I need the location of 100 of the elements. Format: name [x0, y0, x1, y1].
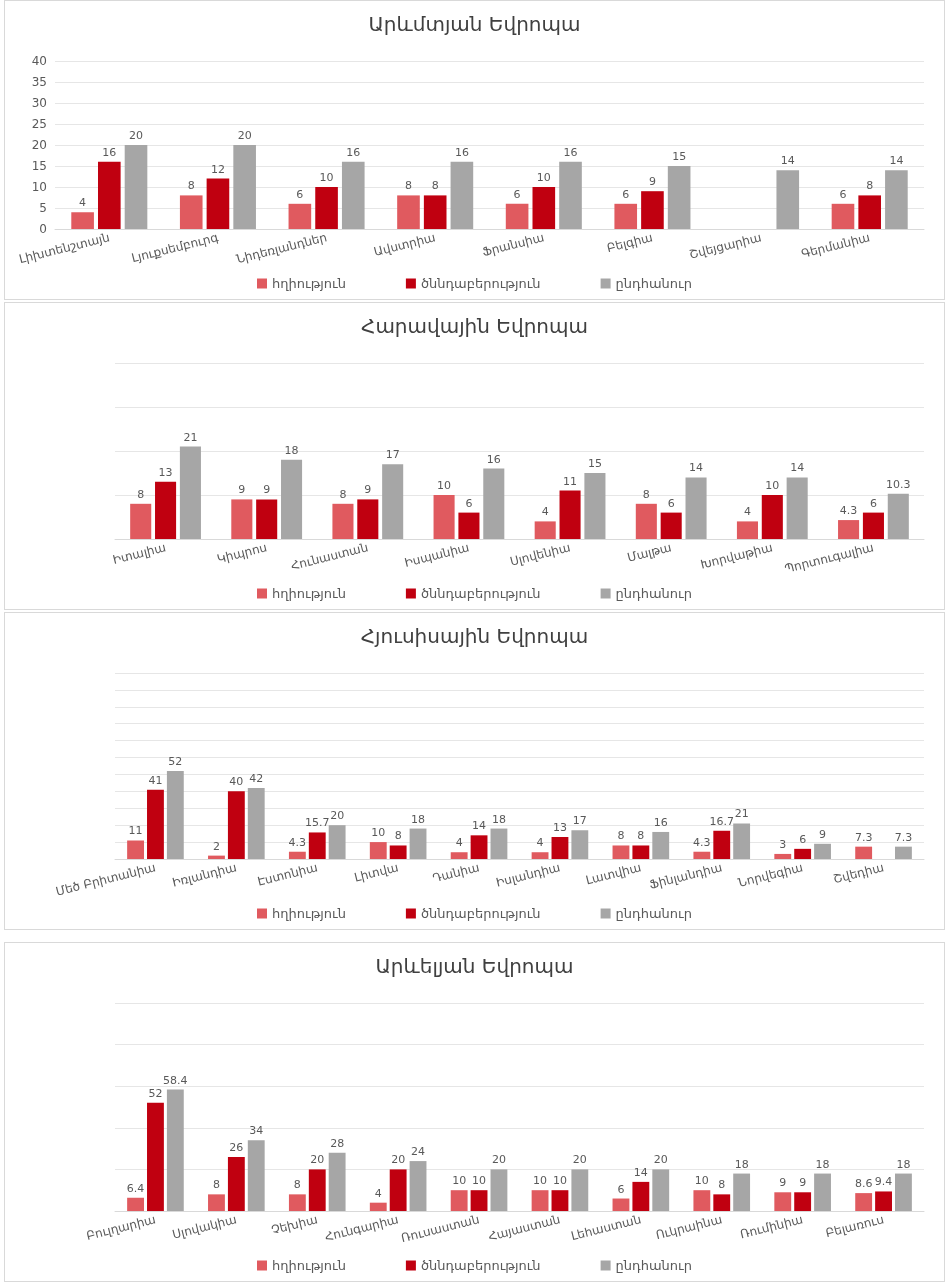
- bar: [308, 1169, 326, 1211]
- data-label: 8: [187, 179, 195, 193]
- bar: [227, 791, 245, 859]
- x-tick-label: Լատվիա: [584, 860, 643, 888]
- chart-title: Հյուսիսային Եվրոպա: [360, 624, 589, 648]
- bar: [308, 832, 326, 859]
- legend-label: հղիություն: [272, 276, 346, 291]
- bar: [733, 823, 751, 859]
- data-label: 26: [229, 1140, 244, 1154]
- data-label: 6: [296, 187, 304, 201]
- y-tick-label: 10: [31, 180, 47, 194]
- data-label: 9: [263, 483, 271, 497]
- y-tick-label: 20: [31, 138, 47, 152]
- data-label: 6: [667, 496, 675, 510]
- data-label: 15: [672, 150, 687, 163]
- bar: [382, 464, 404, 539]
- bar: [531, 852, 549, 859]
- bar: [887, 493, 909, 539]
- bar: [571, 830, 589, 859]
- bar: [505, 203, 529, 229]
- bar: [328, 825, 346, 859]
- data-label: 20: [330, 809, 345, 823]
- data-label: 17: [385, 448, 400, 462]
- x-tick-label: Բելգիա: [605, 230, 655, 256]
- data-label: 4: [536, 836, 544, 850]
- bar: [713, 1194, 731, 1211]
- chart-title: Արևմտյան Եվրոպա: [368, 12, 581, 36]
- data-label: 6: [799, 832, 807, 846]
- x-tick-label: Իտալիա: [111, 540, 168, 567]
- x-tick-label: Չեխիա: [269, 1212, 319, 1238]
- data-label: 21: [183, 430, 198, 444]
- bar: [288, 1194, 306, 1211]
- data-label: 4.3: [288, 835, 307, 849]
- data-label: 10: [765, 479, 780, 492]
- legend-label: ընդհանուր: [615, 1258, 692, 1273]
- bar: [341, 161, 365, 229]
- legend-label: ծննդաբերություն: [420, 276, 541, 291]
- bar: [776, 170, 800, 229]
- bar: [612, 1198, 630, 1211]
- bar: [685, 477, 707, 539]
- bar: [155, 481, 177, 539]
- bar: [855, 1193, 873, 1211]
- x-tick-label: Բելառուս: [824, 1212, 886, 1241]
- legend-label: հղիություն: [272, 906, 346, 921]
- data-label: 20: [237, 129, 252, 142]
- data-label: 10: [552, 1174, 567, 1188]
- legend-label: հղիություն: [272, 586, 346, 601]
- data-label: 13: [552, 821, 567, 835]
- data-label: 9: [819, 827, 827, 841]
- data-label: 4: [743, 505, 751, 519]
- bar: [147, 1102, 164, 1211]
- bar: [470, 835, 488, 859]
- bar: [584, 473, 606, 539]
- data-label: 16: [454, 145, 469, 159]
- x-tick-label: Մալթա: [625, 540, 673, 565]
- data-label: 7.3: [854, 830, 873, 844]
- data-label: 9: [238, 483, 246, 497]
- bar: [357, 499, 379, 539]
- data-label: 14: [472, 819, 487, 833]
- data-label: 4.3: [693, 835, 711, 849]
- bar: [130, 503, 152, 539]
- bar: [733, 1173, 751, 1211]
- bar: [652, 831, 670, 859]
- bar: [641, 191, 664, 229]
- bar: [693, 851, 711, 859]
- data-label: 8: [293, 1178, 301, 1192]
- bar: [409, 828, 427, 859]
- bar: [838, 520, 860, 539]
- x-tick-label: Լիտվա: [352, 860, 400, 885]
- data-label: 20: [653, 1153, 668, 1167]
- bar: [875, 1191, 892, 1211]
- data-label: 20: [129, 129, 144, 142]
- data-label: 8: [866, 179, 874, 193]
- bar: [179, 446, 201, 539]
- x-tick-label: Դանիա: [431, 860, 481, 886]
- data-label: 14: [889, 154, 904, 168]
- bar: [693, 1190, 711, 1211]
- data-label: 2: [212, 839, 220, 853]
- data-label: 10: [452, 1174, 467, 1188]
- data-label: 20: [391, 1153, 406, 1167]
- data-label: 4: [455, 836, 463, 850]
- data-label: 9: [364, 483, 372, 497]
- data-label: 10: [319, 171, 334, 184]
- bar: [862, 512, 884, 539]
- data-label: 8: [617, 829, 625, 843]
- bar: [612, 845, 630, 859]
- bar: [713, 830, 731, 859]
- bar: [450, 852, 468, 859]
- data-label: 16: [346, 145, 361, 159]
- data-label: 18: [734, 1157, 749, 1171]
- bar: [858, 195, 881, 229]
- bar: [794, 1192, 812, 1211]
- data-label: 9: [648, 175, 656, 189]
- bar: [409, 1161, 427, 1211]
- data-label: 10.3: [886, 477, 911, 491]
- bar: [256, 499, 278, 539]
- bar: [71, 212, 94, 229]
- data-label: 16: [653, 815, 668, 829]
- bar: [127, 1197, 144, 1211]
- bar: [761, 495, 783, 539]
